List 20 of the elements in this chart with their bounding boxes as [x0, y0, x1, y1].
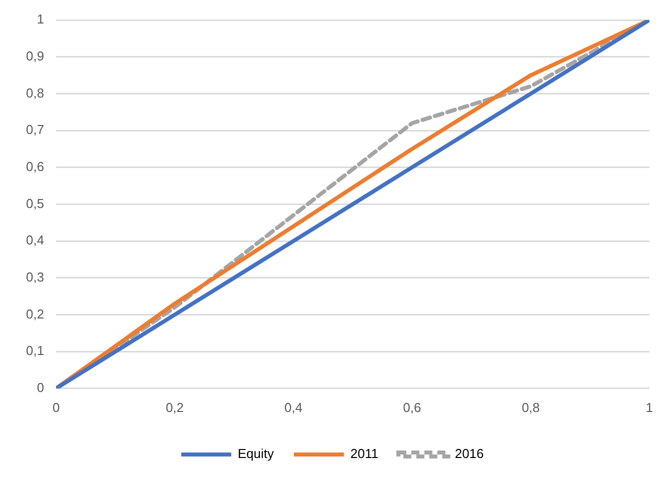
- y-tick-label: 0: [36, 380, 44, 395]
- y-tick-label: 0,4: [26, 232, 44, 248]
- x-tick-label: 0,6: [403, 400, 422, 415]
- x-tick-label: 0,8: [522, 400, 540, 415]
- x-tick-label: 0,2: [166, 400, 184, 415]
- x-tick-label: 1: [646, 400, 653, 415]
- y-tick-label: 0,3: [26, 269, 44, 284]
- x-tick-label: 0,4: [284, 400, 302, 415]
- y-tick-label: 0,6: [26, 158, 44, 174]
- y-tick-label: 0,9: [26, 48, 44, 64]
- y-tick-label: 0,8: [26, 85, 44, 100]
- legend-label: 2011: [350, 446, 378, 462]
- y-tick-label: 0,5: [26, 196, 44, 211]
- y-tick-label: 0,1: [26, 343, 44, 358]
- legend-label: Equity: [238, 446, 274, 462]
- legend-label: 2016: [454, 446, 484, 462]
- x-tick-label: 0: [52, 400, 60, 415]
- y-tick-label: 0,7: [26, 122, 44, 138]
- y-tick-label: 1: [36, 12, 44, 27]
- y-tick-label: 0,2: [26, 306, 44, 322]
